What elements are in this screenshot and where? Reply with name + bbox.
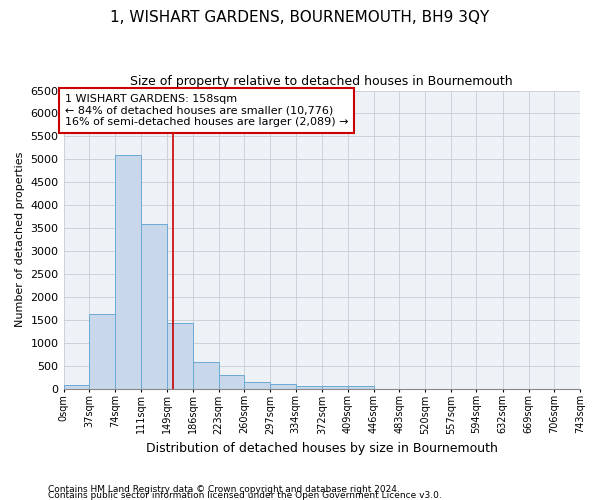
Bar [167,324,193,388]
Bar [270,384,296,388]
Text: 1 WISHART GARDENS: 158sqm
← 84% of detached houses are smaller (10,776)
16% of s: 1 WISHART GARDENS: 158sqm ← 84% of detac… [65,94,349,127]
Bar [348,386,374,388]
Bar [89,314,115,388]
Title: Size of property relative to detached houses in Bournemouth: Size of property relative to detached ho… [130,75,513,88]
Bar [244,382,270,388]
Text: Contains HM Land Registry data © Crown copyright and database right 2024.: Contains HM Land Registry data © Crown c… [48,484,400,494]
X-axis label: Distribution of detached houses by size in Bournemouth: Distribution of detached houses by size … [146,442,498,455]
Bar [322,386,348,388]
Y-axis label: Number of detached properties: Number of detached properties [15,152,25,328]
Text: 1, WISHART GARDENS, BOURNEMOUTH, BH9 3QY: 1, WISHART GARDENS, BOURNEMOUTH, BH9 3QY [110,10,490,25]
Bar [296,386,322,388]
Bar [115,155,140,388]
Bar [193,362,218,388]
Text: Contains public sector information licensed under the Open Government Licence v3: Contains public sector information licen… [48,490,442,500]
Bar [140,224,167,388]
Bar [64,385,89,388]
Bar [218,375,244,388]
